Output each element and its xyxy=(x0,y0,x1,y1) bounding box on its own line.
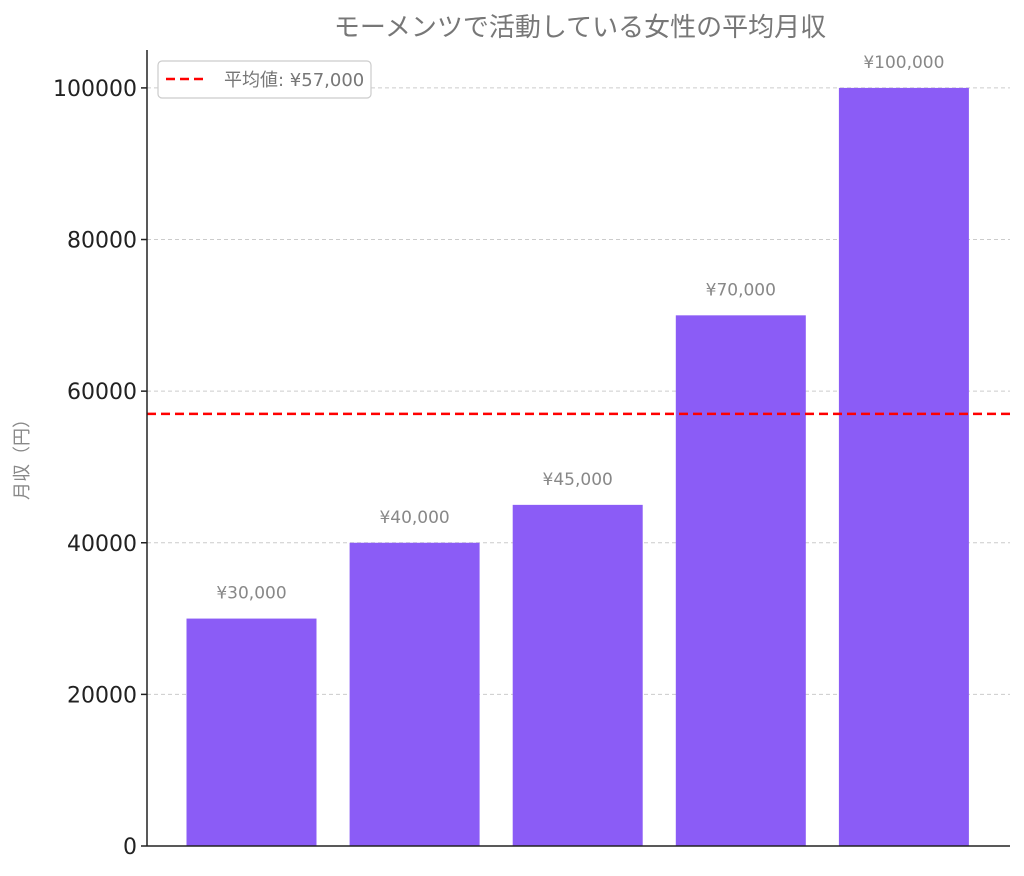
bar xyxy=(349,542,480,846)
bar-data-label: ¥40,000 xyxy=(379,508,449,528)
bar-data-label: ¥100,000 xyxy=(863,53,944,73)
bar xyxy=(186,618,317,846)
y-tick-label: 40000 xyxy=(67,532,137,557)
bar xyxy=(512,504,643,846)
y-tick-label: 0 xyxy=(123,835,137,860)
chart-title: モーメンツで活動している女性の平均月収 xyxy=(334,13,826,43)
bar-data-label: ¥30,000 xyxy=(216,584,286,604)
y-tick-label: 80000 xyxy=(67,229,137,254)
bar-data-label: ¥70,000 xyxy=(706,280,776,300)
y-tick-label: 60000 xyxy=(67,380,137,405)
legend-label: 平均値: ¥57,000 xyxy=(224,70,364,91)
y-tick-label: 20000 xyxy=(67,683,137,708)
legend: 平均値: ¥57,000 xyxy=(157,60,372,99)
legend-box xyxy=(157,60,372,99)
bar-data-label: ¥45,000 xyxy=(543,470,613,490)
bar xyxy=(675,315,806,846)
y-tick-label: 100000 xyxy=(53,77,137,102)
bar xyxy=(838,87,969,846)
y-axis-label: 月収（円） xyxy=(12,410,33,500)
